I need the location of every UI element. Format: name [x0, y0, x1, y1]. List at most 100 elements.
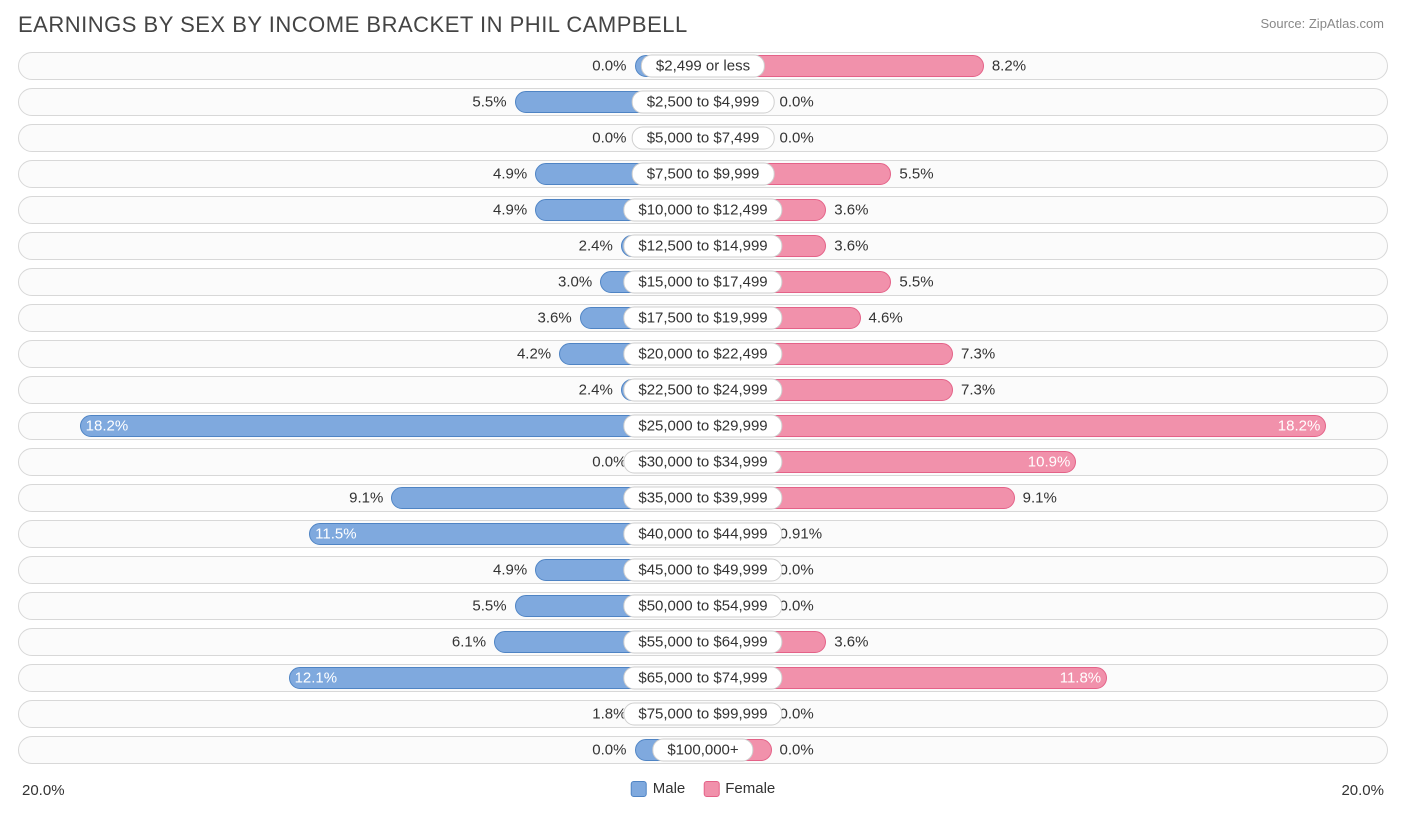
bracket-label: $20,000 to $22,499	[623, 343, 782, 366]
male-pct: 4.9%	[493, 166, 527, 183]
chart-row: 0.0% 8.2% $2,499 or less	[18, 48, 1388, 84]
male-pct: 3.6%	[538, 310, 572, 327]
left-half: 2.4%	[18, 232, 703, 260]
source-attribution: Source: ZipAtlas.com	[1260, 16, 1384, 31]
female-pct: 8.2%	[992, 58, 1026, 75]
left-half: 11.5%	[18, 520, 703, 548]
chart-row: 4.9%5.5%$7,500 to $9,999	[18, 156, 1388, 192]
right-half: 7.3%	[703, 340, 1388, 368]
male-pct: 9.1%	[349, 490, 383, 507]
female-pct: 5.5%	[899, 274, 933, 291]
left-half: 0.0%	[18, 736, 703, 764]
chart-row: 18.2%18.2%$25,000 to $29,999	[18, 408, 1388, 444]
left-half: 3.0%	[18, 268, 703, 296]
chart-row: 3.6%4.6%$17,500 to $19,999	[18, 300, 1388, 336]
female-pct: 3.6%	[834, 238, 868, 255]
male-pct: 0.0%	[592, 454, 626, 471]
right-half: 0.0%	[703, 592, 1388, 620]
female-pct: 7.3%	[961, 346, 995, 363]
male-pct: 0.0%	[592, 58, 626, 75]
chart-row: 5.5%0.0%$2,500 to $4,999	[18, 84, 1388, 120]
male-pct: 2.4%	[579, 382, 613, 399]
female-pct: 9.1%	[1023, 490, 1057, 507]
bracket-label: $2,499 or less	[641, 55, 765, 78]
right-half: 10.9%	[703, 448, 1388, 476]
bracket-label: $50,000 to $54,999	[623, 595, 782, 618]
chart-row: 0.0%0.0%$5,000 to $7,499	[18, 120, 1388, 156]
bracket-label: $55,000 to $64,999	[623, 631, 782, 654]
chart-row: 12.1% 11.8% $65,000 to $74,999	[18, 660, 1388, 696]
male-pct: 2.4%	[579, 238, 613, 255]
right-half: 3.6%	[703, 628, 1388, 656]
left-half: 3.6%	[18, 304, 703, 332]
male-pct: 3.0%	[558, 274, 592, 291]
male-pct: 1.8%	[592, 706, 626, 723]
chart-row: 2.4%7.3%$22,500 to $24,999	[18, 372, 1388, 408]
left-half: 5.5%	[18, 592, 703, 620]
female-pct: 7.3%	[961, 382, 995, 399]
legend-label: Male	[653, 780, 686, 797]
male-pct: 18.2%	[86, 418, 129, 435]
right-half: 0.0%	[703, 700, 1388, 728]
chart-row: 3.0% 5.5% $15,000 to $17,499	[18, 264, 1388, 300]
male-pct: 0.0%	[592, 742, 626, 759]
male-pct: 4.9%	[493, 202, 527, 219]
bracket-label: $12,500 to $14,999	[623, 235, 782, 258]
female-pct: 11.8%	[1060, 670, 1101, 687]
female-pct: 0.91%	[780, 526, 823, 543]
right-half: 11.8%	[703, 664, 1388, 692]
female-pct: 3.6%	[834, 634, 868, 651]
legend: Male Female	[631, 780, 776, 797]
female-pct: 0.0%	[780, 742, 814, 759]
bracket-label: $5,000 to $7,499	[632, 127, 775, 150]
chart-row: 11.5% 0.91%$40,000 to $44,999	[18, 516, 1388, 552]
right-half: 0.0%	[703, 556, 1388, 584]
axis-left-max: 20.0%	[22, 782, 65, 799]
chart-title: EARNINGS BY SEX BY INCOME BRACKET IN PHI…	[18, 12, 688, 38]
bracket-label: $15,000 to $17,499	[623, 271, 782, 294]
left-half: 18.2%	[18, 412, 703, 440]
chart-row: 6.1% 3.6% $55,000 to $64,999	[18, 624, 1388, 660]
legend-label: Female	[725, 780, 775, 797]
bracket-label: $65,000 to $74,999	[623, 667, 782, 690]
legend-item: Female	[703, 780, 775, 797]
chart-footer: 20.0% 20.0% MaleFemale	[18, 778, 1388, 806]
left-half: 2.4%	[18, 376, 703, 404]
female-pct: 5.5%	[899, 166, 933, 183]
right-half: 8.2%	[703, 52, 1388, 80]
female-pct: 3.6%	[834, 202, 868, 219]
right-half: 3.6%	[703, 232, 1388, 260]
left-half: 5.5%	[18, 88, 703, 116]
left-half: 6.1%	[18, 628, 703, 656]
bracket-label: $30,000 to $34,999	[623, 451, 782, 474]
male-pct: 12.1%	[295, 670, 338, 687]
right-half: 18.2%	[703, 412, 1388, 440]
female-pct: 0.0%	[780, 94, 814, 111]
chart-area: 0.0%8.2%$2,499 or less5.5%0.0%$2,500 to …	[18, 48, 1388, 772]
chart-row: 1.8%0.0%$75,000 to $99,999	[18, 696, 1388, 732]
female-pct: 10.9%	[1028, 454, 1071, 471]
right-half: 3.6%	[703, 196, 1388, 224]
right-half: 4.6%	[703, 304, 1388, 332]
bracket-label: $40,000 to $44,999	[623, 523, 782, 546]
left-half: 0.0%	[18, 52, 703, 80]
left-half: 4.9%	[18, 196, 703, 224]
chart-row: 4.2%7.3%$20,000 to $22,499	[18, 336, 1388, 372]
legend-swatch	[703, 781, 719, 797]
right-half: 9.1%	[703, 484, 1388, 512]
right-half: 7.3%	[703, 376, 1388, 404]
right-half: 5.5%	[703, 160, 1388, 188]
male-pct: 5.5%	[472, 598, 506, 615]
female-pct: 0.0%	[780, 706, 814, 723]
chart-row: 2.4% 3.6% $12,500 to $14,999	[18, 228, 1388, 264]
chart-row: 4.9%3.6%$10,000 to $12,499	[18, 192, 1388, 228]
right-half: 0.0%	[703, 736, 1388, 764]
left-half: 0.0%	[18, 124, 703, 152]
legend-swatch	[631, 781, 647, 797]
female-pct: 0.0%	[780, 598, 814, 615]
male-bar	[80, 415, 703, 437]
male-pct: 0.0%	[592, 130, 626, 147]
chart-row: 5.5% 0.0%$50,000 to $54,999	[18, 588, 1388, 624]
left-half: 4.9%	[18, 160, 703, 188]
left-half: 4.9%	[18, 556, 703, 584]
